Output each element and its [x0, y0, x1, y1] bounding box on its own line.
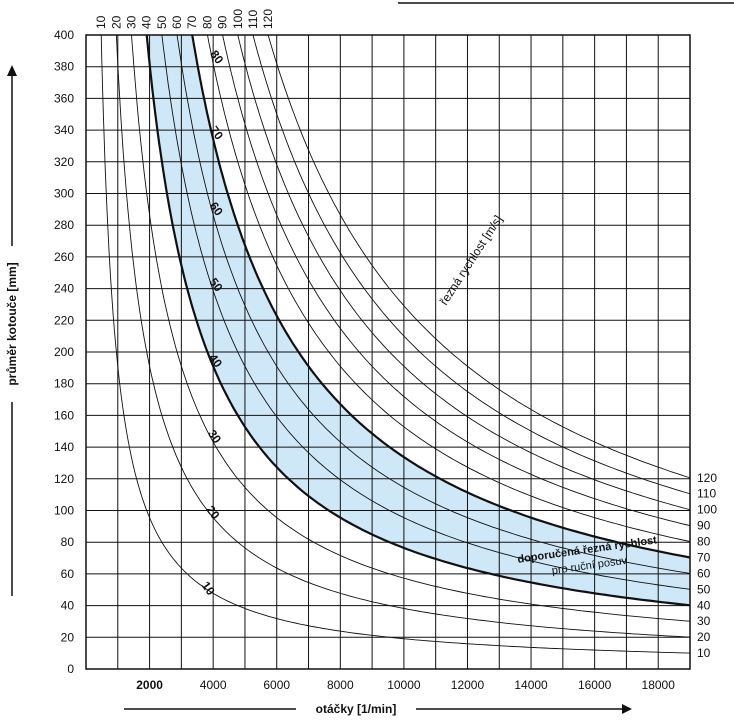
- right-label-60: 60: [697, 566, 711, 580]
- x-tick-label: 6000: [263, 678, 290, 692]
- y-tick-label: 20: [61, 630, 75, 644]
- top-label-100: 100: [231, 9, 245, 29]
- right-label-110: 110: [697, 487, 716, 501]
- top-label-90: 90: [216, 15, 230, 29]
- curve-50: [161, 35, 690, 590]
- y-tick-label: 200: [54, 345, 74, 359]
- x-tick-label: 8000: [327, 678, 354, 692]
- y-tick-label: 220: [54, 313, 74, 327]
- curve-40: [145, 35, 690, 607]
- curve-70: [191, 35, 690, 559]
- x-axis-title-group: otáčky [1/min]: [124, 702, 632, 716]
- curve-label-20: 20: [203, 503, 222, 522]
- curve-90: [222, 35, 690, 527]
- label-layer: 0 20 40 60 80 100 120 140 160 180 200 220 240 260 280 3…: [54, 9, 717, 692]
- right-label-70: 70: [697, 550, 711, 564]
- x-axis-arrow-icon: [622, 704, 632, 714]
- frame-layer: [85, 34, 691, 670]
- y-axis-arrow-icon: [7, 65, 17, 76]
- y-tick-label: 100: [54, 504, 74, 518]
- recommended-zone-fill: [146, 35, 690, 606]
- top-label-110: 110: [246, 10, 260, 29]
- y-tick-label: 360: [54, 91, 74, 105]
- y-tick-label: 260: [54, 250, 74, 264]
- top-label-40: 40: [140, 15, 154, 29]
- x-tick-label: 16000: [578, 678, 612, 692]
- x-tick-label: 4000: [200, 678, 227, 692]
- y-tick-label: 160: [54, 408, 74, 422]
- top-label-120: 120: [261, 9, 275, 29]
- y-axis-title-group: průměr kotouče [mm]: [5, 65, 19, 596]
- series-unit-label: řezná rychlost [m/s]: [437, 213, 505, 308]
- x-tick-label: 12000: [451, 678, 485, 692]
- y-tick-label: 180: [54, 377, 74, 391]
- y-tick-label: 80: [61, 535, 75, 549]
- y-tick-label: 140: [54, 440, 74, 454]
- x-tick-label: 10000: [387, 678, 421, 692]
- curve-80: [206, 35, 690, 542]
- curve-110: [252, 35, 690, 495]
- right-label-120: 120: [697, 471, 717, 485]
- curve-100: [237, 35, 690, 511]
- right-label-90: 90: [697, 519, 711, 533]
- right-label-30: 30: [697, 614, 711, 628]
- top-label-70: 70: [185, 15, 199, 29]
- right-label-40: 40: [697, 598, 711, 612]
- top-label-20: 20: [109, 15, 123, 29]
- y-tick-label: 0: [67, 662, 74, 676]
- curve-layer: [100, 35, 690, 654]
- grid-layer: [86, 34, 691, 670]
- curve-20: [115, 35, 690, 638]
- top-label-80: 80: [200, 15, 214, 29]
- curve-10: [100, 35, 690, 654]
- top-label-50: 50: [155, 15, 169, 29]
- y-tick-label: 380: [54, 60, 74, 74]
- y-tick-label: 340: [54, 123, 74, 137]
- right-label-80: 80: [697, 535, 711, 549]
- y-tick-label: 40: [61, 599, 75, 613]
- x-tick-label: 18000: [642, 678, 676, 692]
- plot-frame: [85, 34, 691, 670]
- x-axis-title: otáčky [1/min]: [316, 702, 397, 716]
- curve-label-10: 10: [199, 579, 218, 598]
- curve-60: [176, 35, 690, 574]
- curve-label-30: 30: [205, 427, 224, 446]
- y-tick-label: 280: [54, 218, 74, 232]
- curve-120: [267, 35, 690, 479]
- y-tick-label: 60: [61, 567, 75, 581]
- y-tick-label: 300: [54, 187, 74, 201]
- x-tick-label: 14000: [514, 678, 548, 692]
- right-label-10: 10: [697, 646, 711, 660]
- x-tick-label: 2000: [136, 678, 163, 692]
- y-tick-label: 400: [54, 28, 74, 42]
- y-axis-title: průměr kotouče [mm]: [5, 262, 19, 385]
- top-label-60: 60: [170, 15, 184, 29]
- top-label-10: 10: [94, 15, 108, 29]
- right-label-100: 100: [697, 503, 717, 517]
- y-tick-label: 240: [54, 282, 74, 296]
- top-label-30: 30: [125, 15, 139, 29]
- right-label-20: 20: [697, 630, 711, 644]
- recommended-zone-layer: [146, 35, 690, 606]
- curve-30: [131, 35, 690, 622]
- right-label-50: 50: [697, 582, 711, 596]
- y-tick-label: 120: [54, 472, 74, 486]
- y-tick-label: 320: [54, 155, 74, 169]
